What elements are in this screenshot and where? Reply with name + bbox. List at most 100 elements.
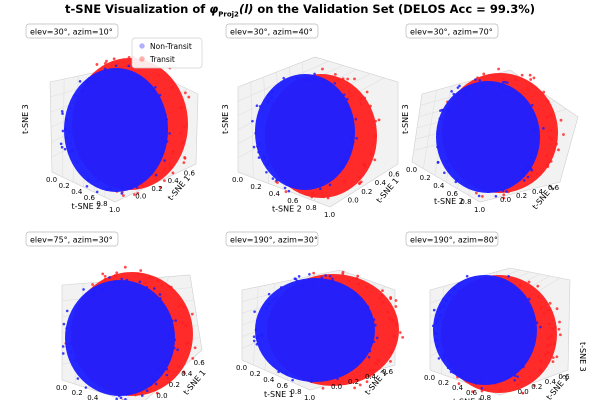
non-transit-point bbox=[450, 90, 453, 93]
tick-label: 0.8 bbox=[96, 200, 107, 208]
tick-label: 0.2 bbox=[250, 183, 261, 191]
non-transit-point bbox=[499, 281, 503, 285]
non-transit-point bbox=[490, 82, 494, 86]
non-transit-point bbox=[105, 188, 108, 191]
non-transit-point bbox=[160, 151, 163, 155]
transit-point bbox=[381, 301, 385, 304]
non-transit-point bbox=[481, 84, 485, 88]
non-transit-point bbox=[282, 76, 286, 80]
transit-point bbox=[401, 335, 405, 339]
non-transit-point bbox=[257, 156, 261, 159]
transit-point bbox=[520, 73, 524, 77]
non-transit-point bbox=[135, 186, 139, 189]
transit-point bbox=[559, 118, 563, 122]
non-transit-point bbox=[465, 274, 469, 278]
non-transit-point bbox=[68, 130, 72, 134]
transit-point bbox=[562, 133, 565, 136]
legend-label-transit: Transit bbox=[149, 55, 175, 64]
non-transit-point bbox=[109, 187, 112, 190]
transit-point bbox=[514, 77, 518, 81]
tick-label: 0.4 bbox=[375, 179, 387, 187]
non-transit-point bbox=[76, 377, 80, 380]
non-transit-point bbox=[151, 377, 155, 381]
transit-point bbox=[140, 183, 144, 187]
legend-label-non-transit: Non-Transit bbox=[150, 42, 192, 51]
non-transit-point bbox=[501, 87, 504, 90]
transit-point bbox=[139, 269, 143, 272]
legend-box bbox=[131, 37, 203, 69]
transit-point bbox=[481, 195, 484, 198]
non-transit-point bbox=[446, 366, 450, 370]
tick-label: 1.0 bbox=[109, 206, 120, 214]
non-transit-point bbox=[266, 100, 269, 104]
transit-point bbox=[144, 281, 147, 285]
non-transit-cloud bbox=[64, 68, 168, 192]
non-transit-point bbox=[449, 364, 452, 368]
transit-point bbox=[547, 308, 550, 312]
non-transit-point bbox=[145, 389, 149, 393]
non-transit-point bbox=[345, 97, 349, 101]
transit-point bbox=[548, 136, 551, 139]
transit-point bbox=[276, 181, 279, 184]
non-transit-cloud bbox=[436, 81, 540, 193]
transit-point bbox=[190, 312, 194, 316]
non-transit-point bbox=[487, 190, 490, 193]
transit-point bbox=[184, 323, 188, 327]
transit-point bbox=[542, 312, 546, 316]
non-transit-point bbox=[436, 345, 439, 348]
non-transit-point bbox=[76, 160, 79, 164]
tick-label: 0.2 bbox=[151, 185, 162, 193]
non-transit-point bbox=[456, 86, 460, 89]
transit-point bbox=[374, 134, 377, 138]
transit-point bbox=[529, 78, 533, 81]
axis-label: t-SNE 1 bbox=[264, 390, 294, 399]
non-transit-point bbox=[69, 350, 73, 353]
view-label-text: elev=30°, azim=10° bbox=[30, 28, 113, 37]
transit-point bbox=[169, 285, 173, 289]
non-transit-point bbox=[437, 357, 441, 360]
non-transit-point bbox=[286, 289, 290, 292]
non-transit-point bbox=[120, 186, 124, 190]
non-transit-point bbox=[174, 319, 177, 322]
view-label: elev=30°, azim=40° bbox=[225, 23, 319, 39]
transit-point bbox=[134, 393, 137, 397]
non-transit-point bbox=[158, 93, 162, 97]
non-transit-point bbox=[287, 189, 291, 193]
non-transit-point bbox=[539, 325, 542, 329]
non-transit-point bbox=[295, 279, 299, 283]
tick-label: 0.6 bbox=[287, 197, 299, 205]
tick-label: 0.4 bbox=[71, 188, 83, 196]
non-transit-point bbox=[496, 185, 500, 189]
non-transit-point bbox=[291, 378, 294, 382]
non-transit-point bbox=[321, 279, 325, 282]
transit-point bbox=[539, 306, 543, 309]
non-transit-point bbox=[125, 278, 129, 282]
tick-label: 0.6 bbox=[466, 389, 478, 397]
subplot-2: 0.00.20.40.60.81.00.00.20.40.6t-SNE 2t-S… bbox=[221, 23, 401, 219]
non-transit-point bbox=[254, 131, 257, 135]
transit-point bbox=[545, 115, 549, 119]
transit-point bbox=[549, 334, 553, 338]
transit-point bbox=[497, 67, 501, 71]
transit-point bbox=[555, 142, 558, 146]
non-transit-point bbox=[349, 135, 353, 138]
non-transit-point bbox=[516, 375, 519, 379]
non-transit-point bbox=[266, 163, 269, 166]
transit-point bbox=[310, 195, 314, 199]
transit-point bbox=[365, 380, 369, 384]
non-transit-point bbox=[258, 105, 262, 108]
transit-point bbox=[176, 305, 180, 308]
transit-point bbox=[320, 191, 324, 194]
subplot-5: 0.00.20.40.60.81.00.00.20.40.6t-SNE 1 t-S… bbox=[225, 231, 405, 400]
non-transit-point bbox=[480, 379, 483, 383]
transit-point bbox=[326, 196, 330, 200]
transit-point bbox=[557, 148, 560, 152]
non-transit-point bbox=[333, 81, 337, 85]
non-transit-point bbox=[442, 353, 446, 356]
non-transit-point bbox=[59, 142, 63, 146]
view-label-box bbox=[25, 231, 119, 247]
non-transit-point bbox=[367, 355, 371, 359]
transit-point bbox=[365, 90, 369, 94]
tick-label: 0.0 bbox=[46, 176, 57, 184]
non-transit-point bbox=[494, 194, 498, 198]
